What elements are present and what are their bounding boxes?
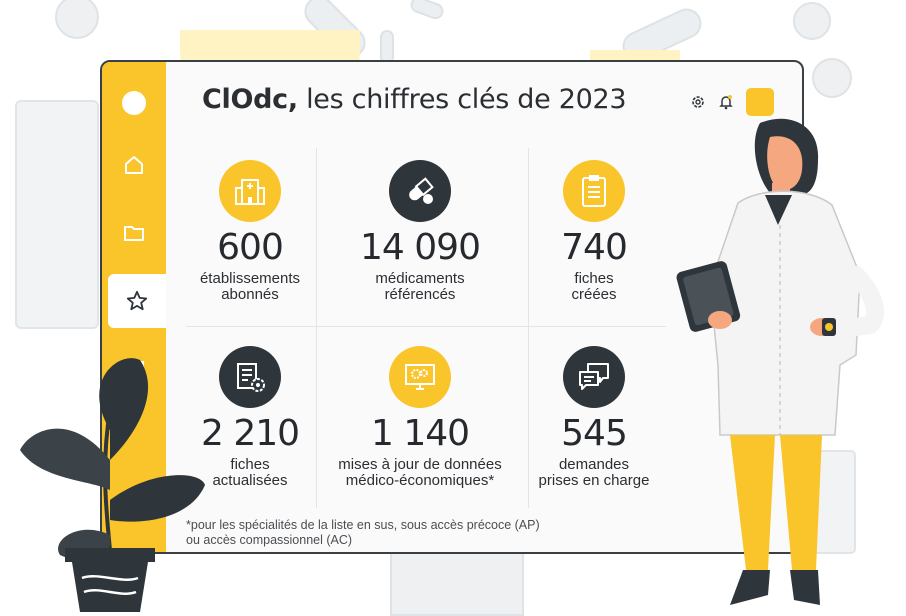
stat-label: fiches	[230, 456, 270, 473]
pill-bottle-decoration	[15, 100, 99, 329]
stat-label: médicaments	[375, 270, 465, 287]
footnote: *pour les spécialités de la liste en sus…	[186, 518, 540, 547]
hospital-icon	[219, 160, 281, 222]
stat-card: 1 140 mises à jour de données médico-éco…	[320, 346, 520, 489]
bell-icon[interactable]	[718, 94, 734, 110]
stat-card: 740 fiches créées	[494, 160, 694, 303]
gear-icon[interactable]	[690, 94, 706, 110]
star-icon	[126, 290, 148, 311]
stat-value: 1 140	[370, 413, 470, 454]
home-icon	[125, 156, 143, 174]
sidebar-item-folder[interactable]	[102, 206, 166, 260]
stat-label: référencés	[384, 286, 456, 303]
stat-value: 600	[217, 227, 284, 268]
folder-icon	[124, 226, 144, 241]
grid-divider	[316, 148, 317, 508]
stat-card: 545 demandes prises en charge	[494, 346, 694, 489]
pill-disc-decoration	[812, 58, 852, 98]
capsule-decoration	[408, 0, 446, 22]
monitor-gears-icon	[389, 346, 451, 408]
pill-disc-decoration	[793, 2, 831, 40]
stat-label: abonnés	[221, 286, 279, 303]
pills-icon	[389, 160, 451, 222]
stat-card: 2 210 fiches actualisées	[150, 346, 350, 489]
stat-value: 740	[561, 227, 628, 268]
chat-bubbles-icon	[563, 346, 625, 408]
stat-label: établissements	[199, 270, 301, 287]
capsule-decoration	[380, 30, 394, 64]
circle-icon	[122, 91, 146, 115]
document-gear-icon	[219, 346, 281, 408]
box-decoration	[390, 548, 524, 616]
stat-label: créées	[571, 286, 617, 303]
stat-card: 14 090 médicaments référencés	[320, 160, 520, 303]
sidebar-item-favorites[interactable]	[108, 274, 166, 328]
page-title: ClOdc, les chiffres clés de 2023	[202, 84, 627, 115]
clipboard-icon	[563, 160, 625, 222]
stat-label: prises en charge	[538, 472, 650, 489]
grid-divider	[186, 326, 666, 327]
sidebar-item-profile[interactable]	[102, 76, 166, 130]
stat-label: actualisées	[212, 472, 288, 489]
user-avatar-square[interactable]	[746, 88, 774, 116]
stat-card: 600 établissements abonnés	[150, 160, 350, 303]
toolbar	[690, 88, 774, 116]
stat-label: demandes	[558, 456, 630, 473]
doctor-illustration	[676, 118, 884, 605]
pill-disc-decoration	[55, 0, 99, 39]
stat-value: 545	[561, 413, 628, 454]
plant-illustration	[20, 358, 205, 612]
stat-label: mises à jour de données	[338, 456, 502, 473]
stat-value: 14 090	[360, 227, 481, 268]
grid-divider	[528, 148, 529, 508]
stat-label: médico-économiques*	[345, 472, 495, 489]
stat-label: fiches	[574, 270, 614, 287]
stat-value: 2 210	[200, 413, 300, 454]
sidebar-item-home[interactable]	[102, 138, 166, 192]
sidebar	[102, 62, 166, 552]
